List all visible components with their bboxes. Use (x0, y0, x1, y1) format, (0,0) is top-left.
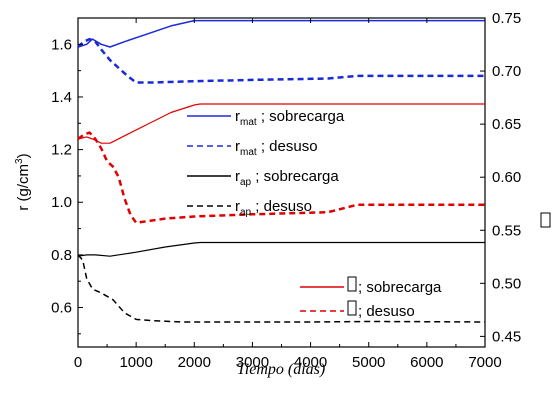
legend-label: rmat ; sobrecarga (235, 108, 345, 128)
y-right-tick-label: 0.55 (492, 222, 521, 239)
legend-label: ; desuso (358, 303, 415, 320)
legend-label: rap ; sobrecarga (235, 168, 339, 188)
y-right-tick-label: 0.45 (492, 328, 521, 345)
y-right-axis-title-glyph (540, 212, 551, 228)
series-line-3 (77, 241, 485, 257)
x-tick-label: 4000 (294, 354, 327, 371)
series-line-6 (77, 131, 485, 225)
y-left-tick-label: 1.0 (51, 194, 72, 211)
x-axis-title: Tiempo (días) (237, 361, 325, 378)
y-left-tick-label: 1.6 (51, 36, 72, 53)
legend-upper: rmat ; sobrecarga rmat ; desuso rap ; sobr… (187, 108, 345, 218)
x-tick-label: 6000 (410, 354, 443, 371)
x-tick-label: 1000 (119, 354, 152, 371)
y-right-tick-label: 0.60 (492, 169, 521, 186)
x-tick-label: 2000 (178, 354, 211, 371)
y-right-tick-label: 0.70 (492, 63, 521, 80)
y-left-tick-label: 0.6 (51, 300, 72, 317)
y-left-axis-title: r (g/cm3) (14, 153, 32, 210)
series-line-1 (77, 19, 485, 48)
series-line-2 (77, 37, 485, 84)
series-line-4 (77, 254, 486, 323)
x-tick-label: 7000 (468, 354, 501, 371)
legend-lower: ; sobrecarga ; desuso (300, 276, 442, 320)
x-axis-ticks: 0 1000 2000 3000 4000 5000 6000 7000 (74, 18, 502, 371)
series-layer (77, 19, 486, 323)
legend-label: rmat ; desuso (235, 138, 318, 158)
y-right-axis-ticks: 0.45 0.50 0.55 0.60 0.65 0.70 0.75 (480, 10, 521, 345)
y-right-tick-label: 0.50 (492, 275, 521, 292)
x-tick-label: 5000 (352, 354, 385, 371)
y-right-tick-label: 0.65 (492, 116, 521, 133)
x-tick-label: 3000 (236, 354, 269, 371)
y-left-axis-ticks: 0.6 0.8 1.0 1.2 1.4 1.6 (51, 17, 83, 335)
x-tick-label: 0 (74, 354, 82, 371)
y-right-tick-label: 0.75 (492, 10, 521, 27)
legend-label: rap ; desuso (235, 198, 312, 218)
legend-symbol-glyph (347, 276, 357, 292)
y-left-tick-label: 1.4 (51, 89, 72, 106)
y-left-tick-label: 0.8 (51, 247, 72, 264)
y-left-tick-label: 1.2 (51, 142, 72, 159)
legend-symbol-glyph (347, 300, 357, 316)
legend-label: ; sobrecarga (358, 279, 442, 296)
